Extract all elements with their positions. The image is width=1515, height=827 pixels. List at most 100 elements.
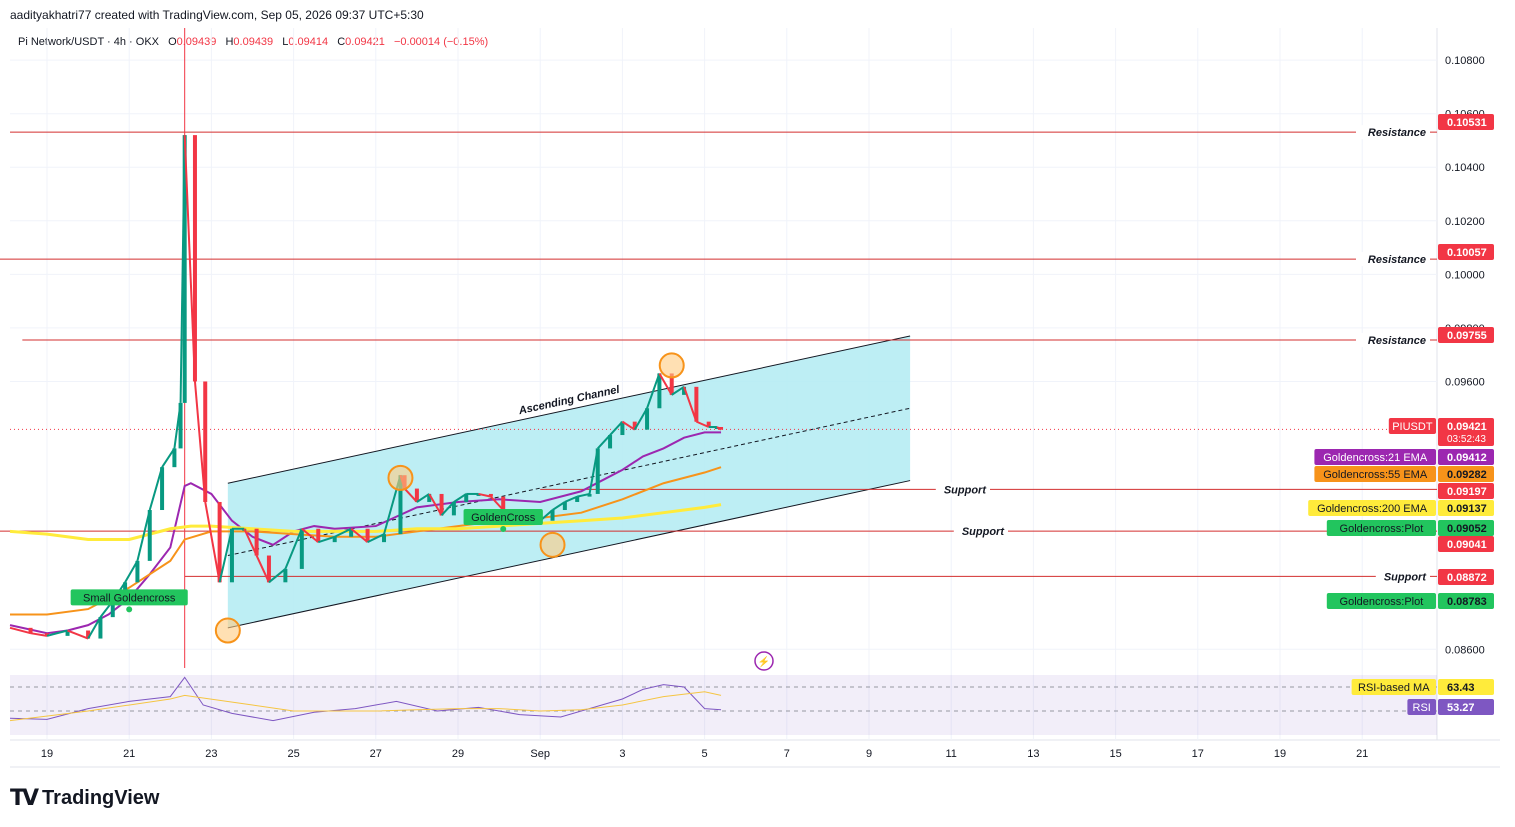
price-tag-value-bg (1438, 593, 1494, 609)
candle-body (694, 386, 699, 422)
candle-body (451, 501, 456, 516)
time-tick-label: 27 (370, 748, 382, 760)
time-tick-label: 21 (123, 748, 135, 760)
price-segment (301, 527, 319, 543)
signal-marker-text: GoldenCross (471, 512, 536, 524)
price-segment (646, 373, 661, 409)
price-segment (284, 528, 303, 570)
price-tag-name-bg (1326, 520, 1436, 536)
price-tag-value-bg (1438, 449, 1494, 465)
price-segment (87, 616, 102, 640)
price-tag-countdown: 03:52:43 (1447, 434, 1486, 445)
candle-body (217, 501, 222, 583)
time-axis: 19 21 23 25 27 29 Sep 3 5 7 9 11 13 15 17 19 21 (41, 748, 1368, 760)
price-segment (453, 493, 467, 503)
price-tag-name: RSI (1413, 702, 1431, 714)
price-tick-label: 0.10400 (1445, 162, 1485, 174)
price-tick-label: 0.10000 (1445, 269, 1485, 281)
candle-body (135, 560, 140, 583)
price-tag-value: 0.10531 (1447, 117, 1487, 129)
price-tag-name: Goldencross:21 EMA (1323, 452, 1428, 464)
price-segment (9, 626, 31, 635)
close-label: C (337, 36, 346, 48)
price-tag-name-bg (1351, 679, 1436, 695)
price-segment (367, 533, 385, 544)
price-tag-value-bg (1438, 244, 1494, 260)
price-tag-value: 53.27 (1447, 702, 1475, 714)
candle-body (620, 421, 625, 436)
price-segment (671, 385, 685, 396)
price-segment (490, 495, 504, 511)
price-tag-value-bg (1438, 466, 1494, 482)
time-tick-label: 11 (945, 748, 956, 760)
lightning-glyph: ⚡ (758, 655, 770, 668)
level-tag-bg (1356, 125, 1430, 140)
time-tick-label: 29 (452, 748, 464, 760)
time-tick-label: 15 (1109, 748, 1121, 760)
price-tag-value: 0.09197 (1447, 486, 1487, 498)
symbol-name[interactable]: Pi Network/USDT · 4h · OKX (18, 36, 159, 48)
price-tag-value-bg (1438, 114, 1494, 130)
price-tag-name-bg (1308, 500, 1436, 516)
price-segment (136, 509, 151, 562)
candle-body (86, 630, 91, 639)
price-tag-value-bg (1438, 418, 1494, 446)
time-tick-label: 19 (41, 748, 53, 760)
time-tick-label: 3 (619, 748, 625, 760)
signal-marker-dot (126, 606, 133, 613)
signal-marker-dot (500, 526, 507, 533)
candle-body (45, 633, 49, 636)
level-tag-bg (1356, 332, 1430, 347)
price-tag-value-bg (1438, 327, 1494, 343)
time-tick-label: 19 (1274, 748, 1286, 760)
level-tag-support: Support (1384, 571, 1427, 583)
price-tag-value: 0.09052 (1447, 523, 1487, 535)
candle-body (110, 601, 115, 618)
price-segment (255, 555, 270, 583)
price-tag-value-bg (1438, 569, 1494, 585)
candle-body (501, 496, 506, 511)
candle-body (283, 568, 288, 583)
time-tick-label: 13 (1027, 748, 1039, 760)
candle-body (349, 528, 354, 537)
candle-body (398, 475, 403, 535)
candle-body (464, 493, 469, 502)
price-tag-value: 0.08872 (1447, 572, 1487, 584)
signal-markers: Small Goldencross GoldenCross ⚡ (70, 352, 774, 671)
candle-body (365, 528, 370, 543)
candle-body (562, 501, 567, 511)
price-tag-value: 0.09137 (1447, 503, 1487, 515)
price-tag-value: 0.10057 (1447, 247, 1487, 259)
open-label: O (168, 36, 177, 48)
price-segment (416, 493, 430, 503)
tradingview-logo[interactable]: TV TradingView (10, 786, 160, 811)
time-tick-label: 21 (1356, 748, 1368, 760)
candle-body (65, 630, 70, 636)
price-segment (334, 527, 352, 538)
close-value: 0.09421 (345, 36, 385, 48)
candle-body (28, 627, 33, 634)
price-segment (428, 493, 443, 516)
price-segment (30, 632, 48, 637)
candle-body (595, 448, 600, 494)
candle-body (98, 617, 103, 639)
candle-body (254, 528, 259, 556)
price-tag-value: 0.08783 (1447, 596, 1487, 608)
tradingview-mark-icon: TV (10, 786, 39, 811)
level-tag-bg (935, 482, 990, 497)
candle-body (587, 493, 592, 497)
low-label: L (282, 36, 289, 48)
price-tag-name: Goldencross:55 EMA (1323, 469, 1428, 481)
high-value: 0.09439 (233, 36, 274, 48)
price-tag-value-bg (1438, 699, 1494, 715)
time-tick-label: Sep (530, 748, 550, 760)
price-segment (67, 629, 89, 640)
price-tag-name-bg (1314, 466, 1436, 482)
price-segment (621, 420, 636, 431)
candle-body (203, 381, 208, 502)
series-goldencross-55-ema (10, 466, 722, 616)
candle-body (316, 528, 321, 543)
level-tag-resistance: Resistance (1368, 335, 1426, 347)
price-axis: 0.108000.106000.104000.102000.100000.098… (1445, 55, 1485, 656)
